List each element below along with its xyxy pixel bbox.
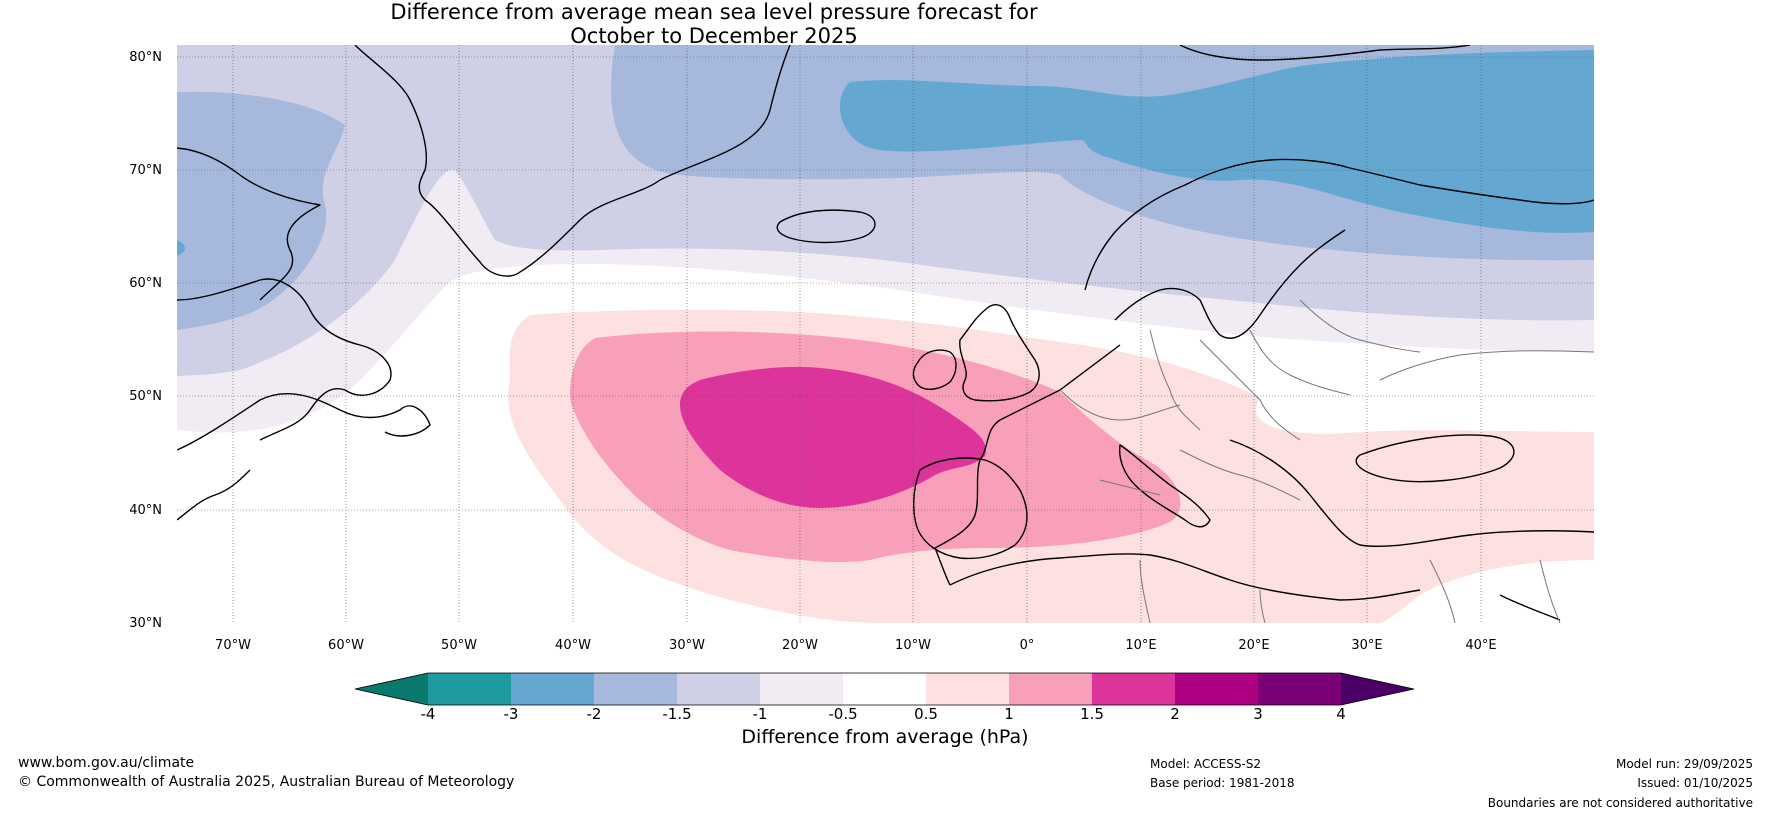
shade-p15-core (680, 366, 986, 508)
coast-labrador (177, 278, 392, 441)
lon-label: 20°W (782, 638, 818, 653)
shade-m2-west (177, 91, 345, 330)
map-title-line1: Difference from average mean sea level p… (390, 0, 1038, 24)
colorbar-tick: -3 (504, 705, 519, 723)
colorbar-tick: -2 (587, 705, 602, 723)
colorbar-segment (428, 673, 511, 705)
lat-label: 50°N (129, 389, 162, 404)
coast-british-isles-gb (959, 304, 1040, 402)
colorbar-tick: 3 (1253, 705, 1263, 723)
colorbar-segment (926, 673, 1009, 705)
footer-disclaimer: Boundaries are not considered authoritat… (1487, 796, 1753, 810)
lon-label: 30°E (1351, 638, 1382, 653)
coast-us-northeast (177, 469, 251, 521)
colorbar-tick: -0.5 (828, 705, 857, 723)
colorbar-label: Difference from average (hPa) (741, 726, 1029, 748)
coast-iberia (913, 457, 1028, 560)
colorbar-tick: 1.5 (1080, 705, 1104, 723)
lon-label: 40°W (555, 638, 591, 653)
coast-newfoundland-nova-scotia (177, 392, 431, 451)
colorbar-segment (1092, 673, 1175, 705)
lon-label: 40°E (1465, 638, 1496, 653)
footer-base-period: Base period: 1981-2018 (1150, 776, 1295, 790)
lat-label: 60°N (129, 276, 162, 291)
lon-label: 50°W (441, 638, 477, 653)
colorbar-tick: -1.5 (662, 705, 691, 723)
country-borders (1059, 299, 1594, 623)
coastlines (177, 45, 1594, 621)
colorbar-segment (1009, 673, 1092, 705)
coast-ireland (912, 349, 957, 390)
colorbar-tick: -4 (421, 705, 436, 723)
colorbar-ticks: -4 -3 -2 -1.5 -1 -0.5 0.5 1 1.5 2 3 4 (421, 705, 1346, 723)
map-plot-area (177, 45, 1594, 623)
lon-label: 60°W (328, 638, 364, 653)
shade-m3-west (177, 240, 185, 256)
colorbar-segment (760, 673, 843, 705)
colorbar-tick: 1 (1004, 705, 1014, 723)
map-title: Difference from average mean sea level p… (0, 0, 1428, 48)
lon-label: 10°W (895, 638, 931, 653)
footer-url[interactable]: www.bom.gov.au/climate (18, 755, 195, 771)
coast-balkans-turkey (1229, 439, 1594, 548)
colorbar-extend-high (1341, 673, 1414, 705)
lon-label: 70°W (215, 638, 251, 653)
colorbar-segment (594, 673, 677, 705)
footer-model: Model: ACCESS-S2 (1150, 757, 1262, 771)
coast-north-africa (949, 553, 1421, 601)
colorbar-segment (511, 673, 594, 705)
lon-label: 30°W (669, 638, 705, 653)
colorbar-tick: 4 (1336, 705, 1346, 723)
colorbar-extend-low (355, 673, 428, 705)
lat-label: 30°N (129, 616, 162, 631)
footer-model-run: Model run: 29/09/2025 (1615, 757, 1753, 771)
longitude-labels: 70°W 60°W 50°W 40°W 30°W 20°W 10°W 0° 10… (215, 638, 1497, 653)
colorbar-tick: -1 (753, 705, 768, 723)
lat-label: 70°N (129, 163, 162, 178)
coast-italy (1118, 444, 1211, 528)
colorbar-tick: 0.5 (914, 705, 938, 723)
map-title-line2: October to December 2025 (570, 24, 858, 48)
colorbar-segment (1175, 673, 1258, 705)
coast-greenland (354, 45, 791, 277)
graticule (177, 45, 1594, 623)
lon-label: 10°E (1125, 638, 1156, 653)
coast-canada-arctic (177, 147, 321, 301)
colorbar-outline (354, 672, 1415, 706)
coast-svalbard-region (1179, 45, 1471, 61)
colorbar: -4 -3 -2 -1.5 -1 -0.5 0.5 1 1.5 2 3 4 (354, 672, 1415, 723)
coast-scandinavia-south (1114, 229, 1346, 339)
lon-label: 20°E (1238, 638, 1269, 653)
colorbar-segment (843, 673, 926, 705)
coast-scandinavia (1084, 158, 1594, 291)
shade-m3-region (840, 50, 1594, 233)
lon-label: 0° (1020, 638, 1035, 653)
coast-iceland (776, 209, 876, 244)
footer-issued: Issued: 01/10/2025 (1637, 776, 1753, 790)
lat-label: 40°N (129, 503, 162, 518)
coast-red-sea-arabia (1499, 594, 1561, 621)
footer-copyright: © Commonwealth of Australia 2025, Austra… (18, 774, 515, 790)
colorbar-segment (677, 673, 760, 705)
colorbar-segment (1258, 673, 1341, 705)
colorbar-tick: 2 (1170, 705, 1180, 723)
lat-label: 80°N (129, 50, 162, 65)
coast-black-sea (1355, 434, 1515, 483)
latitude-labels: 80°N 70°N 60°N 50°N 40°N 30°N (129, 50, 162, 631)
